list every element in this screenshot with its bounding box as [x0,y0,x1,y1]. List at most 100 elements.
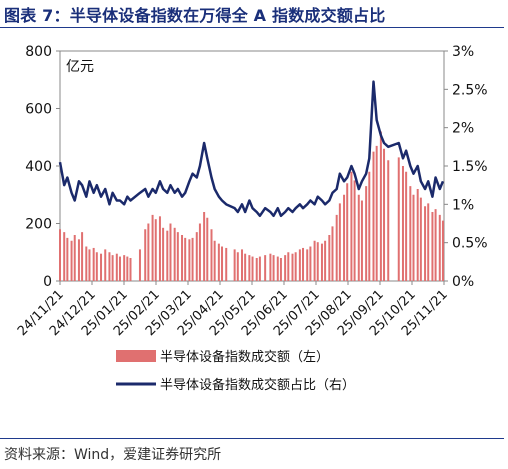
bar [316,242,319,281]
bar [412,194,415,281]
bar [104,249,107,282]
bar [294,252,297,281]
bar [147,223,150,281]
right-tick-label: 1.5% [452,159,488,175]
plot-frame [59,50,445,282]
line-series [58,80,445,218]
bar [241,249,244,282]
left-tick-label: 400 [25,159,52,175]
bar [66,237,69,282]
bar [115,253,118,281]
bar [338,203,341,282]
bar [100,253,103,281]
right-tick-label: 1% [452,197,474,213]
bar [409,186,412,282]
left-tick-label: 0 [43,274,52,290]
bar [291,253,294,281]
bar [353,180,356,282]
bar [123,255,126,282]
bar [284,255,287,282]
bar [424,206,427,281]
title-rule [0,27,504,28]
bar [151,214,154,282]
bar [251,256,254,281]
bar [198,223,201,281]
bar [343,194,346,281]
bar [144,229,147,281]
bar [126,256,129,281]
figure-title: 图表 7：半导体设备指数在万得全 A 指数成交额占比 [4,6,386,25]
bar [328,235,331,281]
bar [77,239,80,281]
bar [431,212,434,281]
bar [379,131,382,281]
bar [255,258,258,281]
bar [276,256,279,281]
bar [88,249,91,282]
bar [154,219,157,281]
bar [360,200,363,281]
ratio-line [58,80,445,218]
bar [188,239,191,281]
bar [176,232,179,282]
bar [309,246,312,281]
bar [195,232,198,282]
right-tick-label: 3% [452,44,474,60]
bar [108,252,111,281]
bar [335,214,338,282]
bar [129,258,132,281]
bar [397,157,400,282]
bar [95,252,98,281]
bar [438,214,441,282]
axes: 02004006008000%0.5%1%1.5%2%2.5%3%24/11/2… [15,44,488,339]
bar [372,151,375,282]
legend: 半导体设备指数成交额（左） 半导体设备指数成交额占比（右） [116,349,355,393]
bar [331,226,334,282]
bar [213,240,216,281]
bar [244,253,247,281]
bar [387,160,390,281]
bar [217,243,220,282]
bar [419,197,422,282]
bar [85,246,88,281]
bar [320,243,323,282]
bar [63,232,66,282]
plot-border [59,50,445,282]
bar [70,240,73,281]
bar [272,255,275,282]
right-tick-label: 2.5% [452,82,488,98]
bar [405,171,408,281]
bar [298,249,301,282]
bar [302,247,305,281]
bar [173,227,176,281]
bar [210,229,213,281]
left-tick-label: 600 [25,102,52,118]
right-tick-label: 0% [452,274,474,290]
bar [350,171,353,281]
bar [162,227,165,281]
legend-bar-label: 半导体设备指数成交额（左） [160,349,329,365]
bar [401,166,404,281]
legend-line-label: 半导体设备指数成交额占比（右） [160,377,355,393]
legend-bar-swatch [116,350,156,362]
bar [269,253,272,281]
bar [169,223,172,281]
bar [427,203,430,282]
bar [166,230,169,281]
bar [92,247,95,281]
bar [248,255,251,282]
bar [236,252,239,281]
bar [375,145,378,282]
bar [365,186,368,282]
bar [118,256,121,281]
bar [279,258,282,281]
bar [313,240,316,281]
bar [59,229,61,281]
bar [184,237,187,282]
bar [357,194,360,281]
source-rule [0,438,504,439]
bar [203,212,206,281]
bar [368,171,371,281]
bar [191,237,194,282]
bar [73,235,76,281]
